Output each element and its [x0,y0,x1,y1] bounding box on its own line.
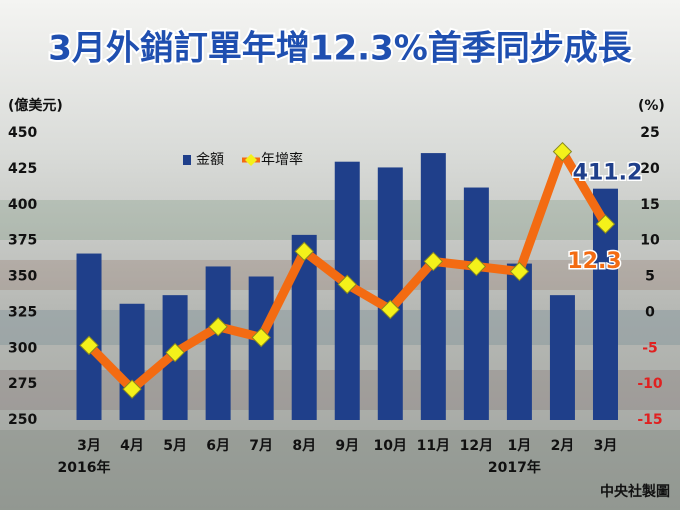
marker [251,327,271,348]
x-tick-label: 7月 [249,438,273,454]
y2-tick-label: -15 [637,412,662,428]
bar [506,263,532,420]
marker [79,335,99,356]
bar [420,153,446,420]
x-tick-label: 8月 [292,438,316,454]
x-tick-label: 2月 [551,438,575,454]
bar [119,303,145,420]
y2-tick-label: -5 [642,340,658,356]
legend-label: 金額 [196,152,224,168]
y2-tick-label: -10 [637,376,663,392]
legend-swatch [183,155,191,165]
y-tick-label: 450 [8,125,37,141]
marker [122,379,142,399]
x-tick-label: 11月 [417,438,450,454]
y-tick-label: 400 [8,197,37,213]
bar [205,266,231,420]
y-tick-label: 350 [8,269,37,285]
source: 中央社製圖 [600,483,670,500]
marker [552,141,573,162]
y-tick-label: 250 [8,412,37,428]
y-axis-label: (億美元) [8,97,63,114]
x-tick-label: 5月 [163,438,187,454]
y2-tick-label: 20 [640,161,660,177]
chart-title: 3月外銷訂單年增12.3%首季同步成長 [48,29,633,69]
marker [595,214,616,234]
year-label: 2017年 [488,459,541,476]
x-tick-label: 10月 [374,438,407,454]
y2-tick-label: 10 [640,233,660,249]
legend-label: 年增率 [261,151,303,168]
marker [380,299,400,320]
marker [423,251,444,272]
bar [248,276,274,420]
marker [466,256,487,277]
marker [509,261,530,282]
y-tick-label: 325 [8,304,37,320]
y2-tick-label: 0 [645,304,655,320]
y-tick-label: 375 [8,233,37,249]
x-tick-label: 1月 [508,438,532,454]
y2-tick-label: 25 [640,125,659,141]
y-tick-label: 275 [8,376,37,392]
y2-tick-label: 15 [640,197,659,213]
x-tick-label: 3月 [594,438,618,454]
value-label: 411.2 [573,161,643,186]
x-tick-label: 12月 [460,438,493,454]
x-tick-label: 6月 [206,438,230,454]
y-tick-label: 425 [8,161,37,177]
marker [165,342,185,363]
x-tick-label: 3月 [77,438,101,454]
year-label: 2016年 [58,459,111,476]
value-label: 12.3 [567,249,621,274]
legend-marker [245,154,257,166]
bar [549,295,575,420]
marker [337,274,357,295]
x-tick-label: 4月 [120,438,144,454]
y2-tick-label: 5 [645,269,655,285]
x-tick-label: 9月 [335,438,359,454]
bar [463,187,489,420]
marker [294,241,314,262]
y-tick-label: 300 [8,340,37,356]
marker [208,317,228,337]
y2-axis-label: (%) [638,98,665,114]
